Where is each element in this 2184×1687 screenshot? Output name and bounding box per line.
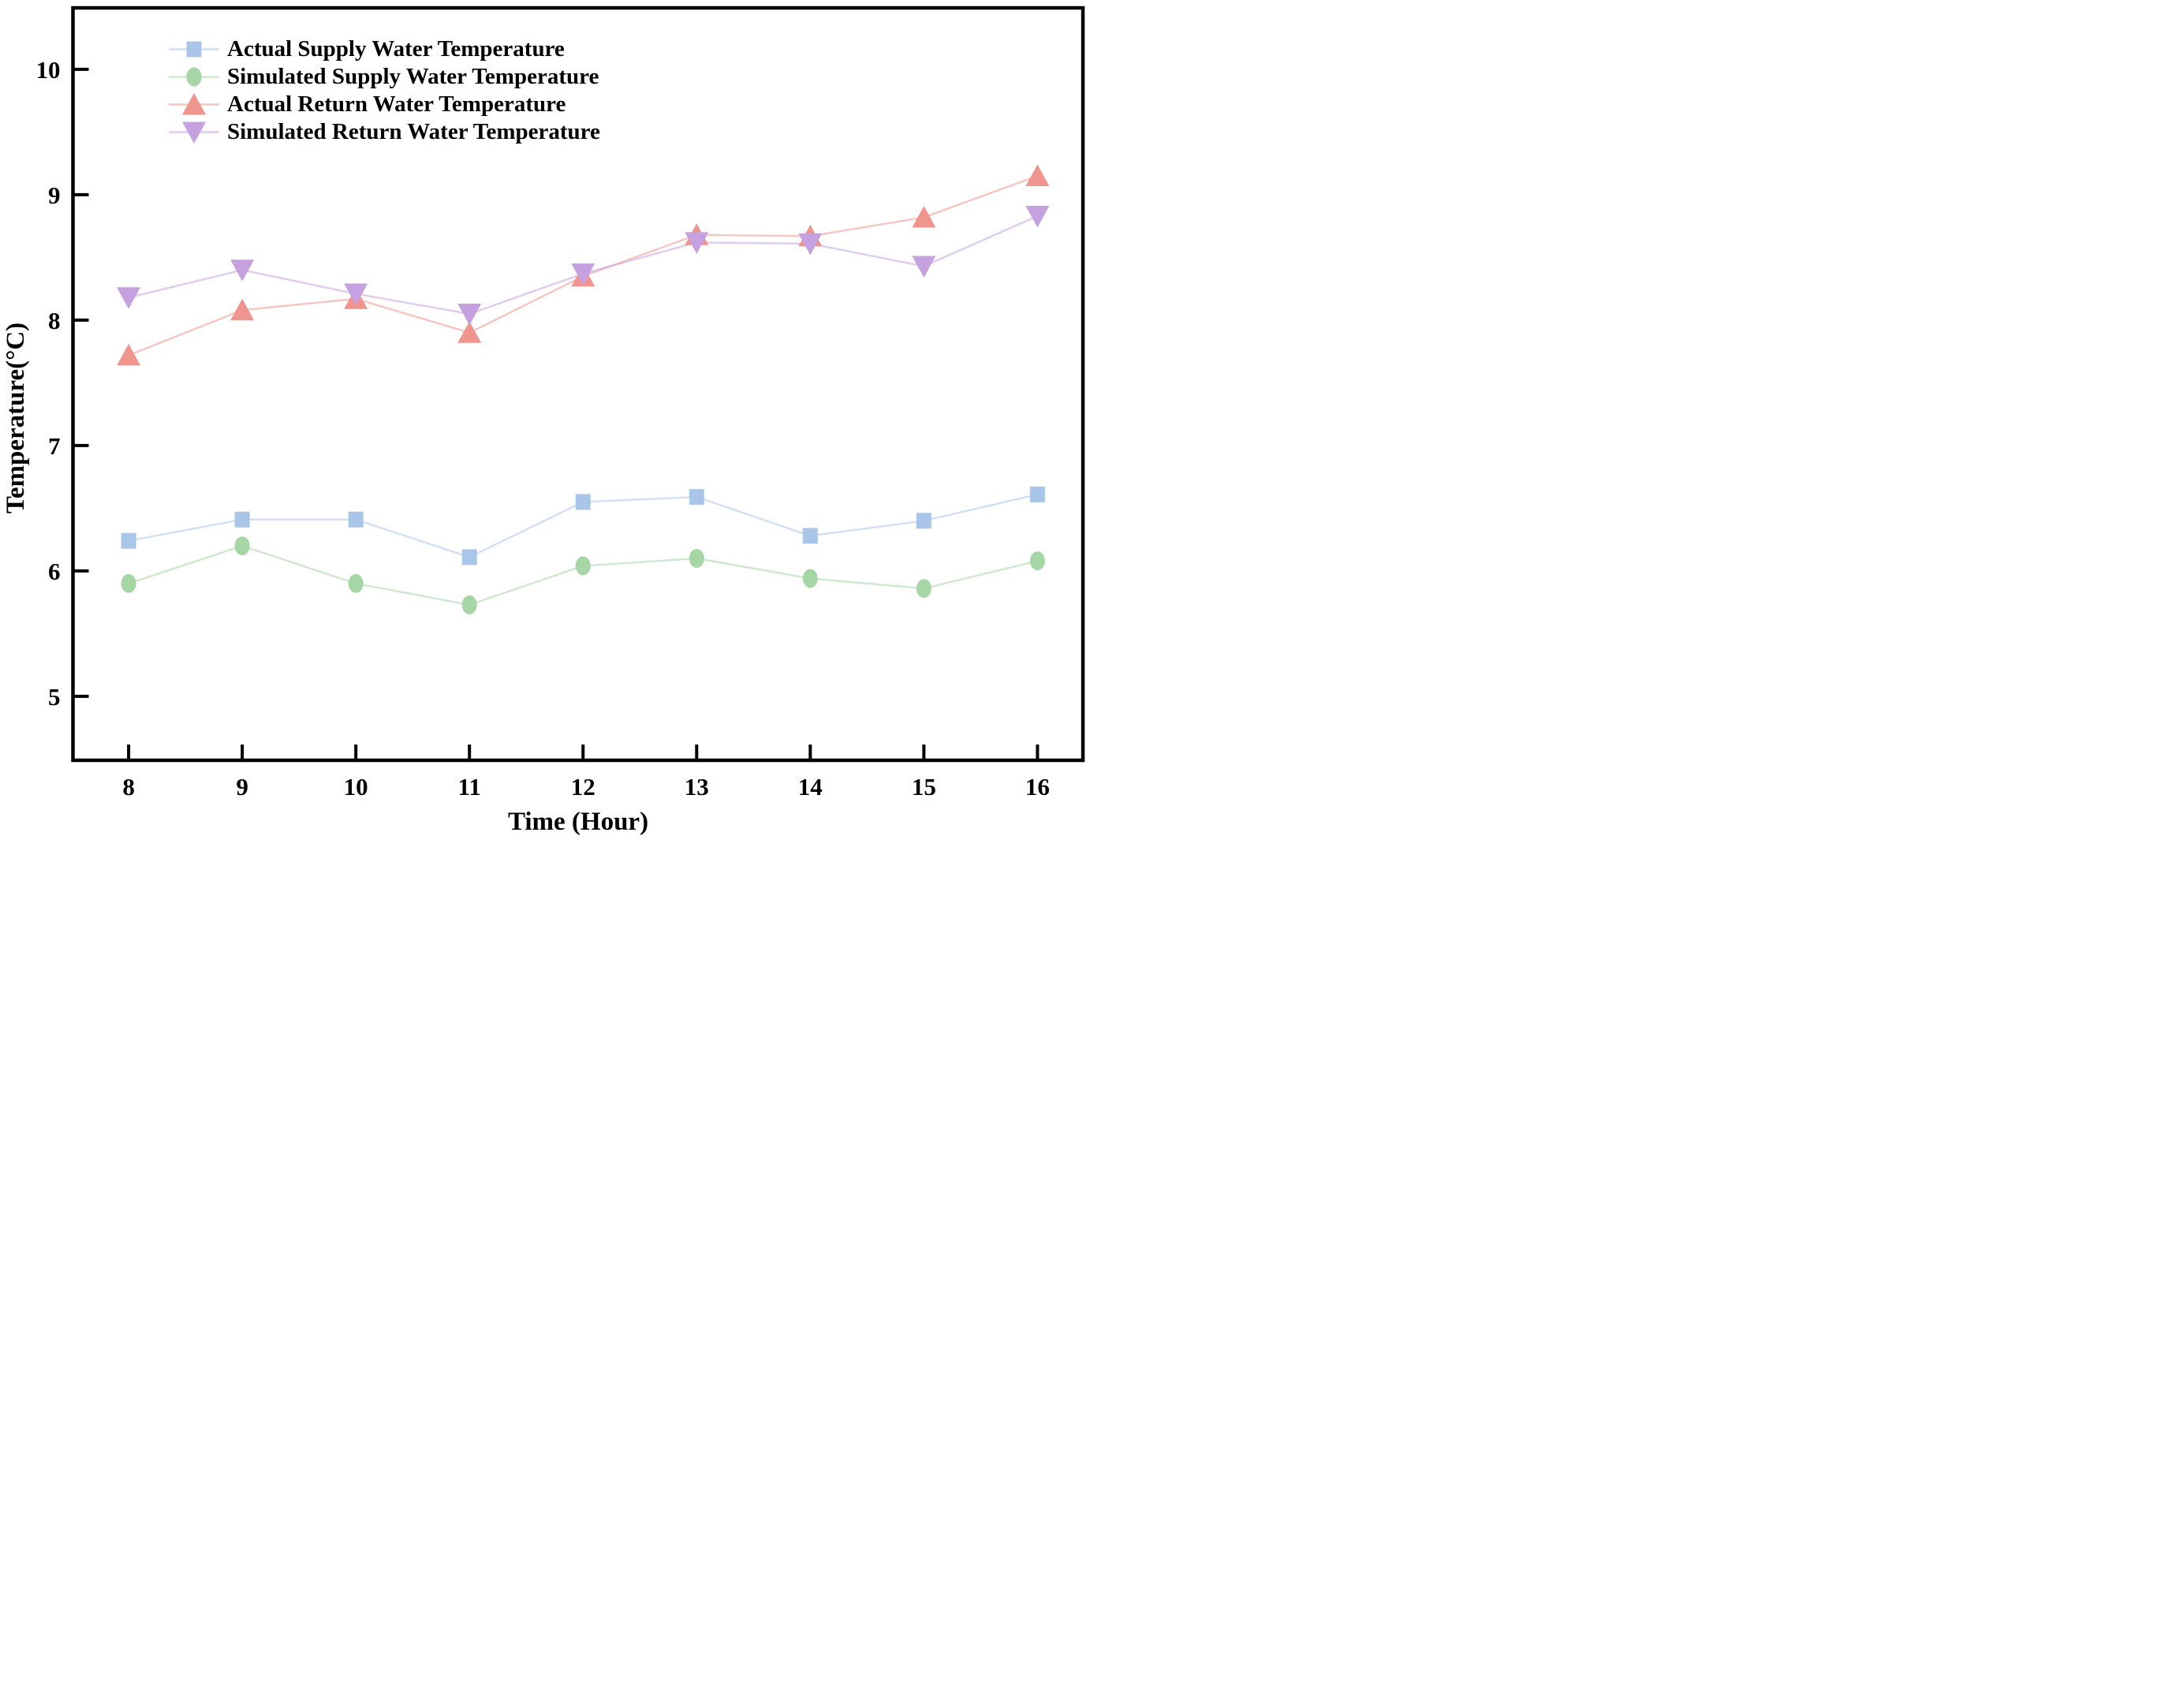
legend-item-actual-return: Actual Return Water Temperature: [168, 91, 600, 118]
x-tick-label: 11: [458, 773, 481, 801]
data-point: [121, 573, 136, 593]
data-point: [234, 511, 250, 528]
data-point: [916, 513, 931, 529]
legend-label: Actual Return Water Temperature: [227, 91, 566, 117]
legend-item-actual-supply: Actual Supply Water Temperature: [168, 35, 600, 63]
data-point: [230, 298, 255, 321]
data-point: [798, 233, 823, 256]
axis-ticks: [74, 67, 1040, 759]
legend-label: Simulated Supply Water Temperature: [227, 64, 599, 89]
y-tick-label: 8: [48, 307, 61, 334]
data-point: [457, 303, 482, 326]
data-point: [117, 343, 141, 366]
x-tick-label: 8: [122, 773, 135, 801]
x-tick-label: 14: [798, 773, 823, 801]
data-point: [121, 532, 136, 549]
data-point: [1029, 551, 1045, 571]
y-tick-label: 10: [36, 56, 61, 84]
plot-frame: [71, 6, 1085, 763]
data-point: [689, 489, 704, 506]
temperature-chart: 5 6 7 8 9 10 8 9 10 11 12 13 14 15 16 Time (Hour) Temp…: [2, 6, 1085, 836]
triangle-down-glyph: [182, 121, 206, 144]
circle-glyph: [186, 67, 202, 87]
data-point: [1025, 205, 1050, 228]
x-axis-title: Time (Hour): [508, 808, 648, 836]
y-axis-title: Temperature(°C): [2, 323, 30, 513]
x-tick-label: 13: [685, 773, 709, 801]
y-tick-label: 5: [48, 683, 61, 711]
data-point: [457, 321, 482, 343]
legend-label: Simulated Return Water Temperature: [227, 119, 600, 144]
triangle-down-marker-icon: [169, 121, 219, 144]
data-point: [348, 573, 364, 593]
data-point: [461, 595, 477, 614]
data-point: [571, 263, 595, 286]
x-tick-label: 15: [912, 773, 936, 801]
legend-item-simulated-supply: Simulated Supply Water Temperature: [168, 63, 600, 91]
data-point: [575, 494, 591, 510]
data-point: [348, 511, 364, 528]
x-tick-label: 10: [344, 773, 368, 801]
data-point: [234, 536, 250, 556]
data-point: [1025, 164, 1050, 187]
data-point: [916, 579, 931, 599]
x-tick-label: 12: [571, 773, 595, 801]
legend: Actual Supply Water Temperature Simulate…: [168, 35, 600, 146]
circle-marker-icon: [169, 67, 219, 87]
data-point: [912, 256, 936, 278]
legend-item-simulated-return: Simulated Return Water Temperature: [168, 118, 600, 146]
y-tick-label: 7: [48, 432, 61, 460]
x-tick-label: 9: [236, 773, 248, 801]
data-point: [575, 556, 591, 576]
y-tick-label: 6: [48, 558, 61, 585]
square-marker-icon: [169, 41, 219, 58]
data-point: [230, 259, 255, 282]
data-point: [461, 549, 477, 565]
square-glyph: [186, 41, 202, 58]
data-point: [802, 528, 818, 544]
plot-border: [71, 6, 1085, 763]
triangle-up-marker-icon: [169, 93, 219, 115]
triangle-up-glyph: [182, 93, 206, 115]
data-point: [685, 232, 709, 254]
data-point: [1029, 486, 1045, 502]
data-point: [117, 287, 141, 309]
x-tick-label: 16: [1025, 773, 1050, 801]
legend-label: Actual Supply Water Temperature: [227, 36, 565, 62]
chart-figure: 5 6 7 8 9 10 8 9 10 11 12 13 14 15 16 Time (Hour) Temp…: [0, 0, 1092, 844]
data-point: [912, 206, 936, 228]
axis-tick-labels: 5 6 7 8 9 10 8 9 10 11 12 13 14 15 16: [36, 56, 1050, 801]
data-point: [689, 549, 704, 569]
data-point: [344, 283, 368, 306]
y-tick-label: 9: [48, 181, 61, 209]
data-series: [117, 164, 1050, 614]
data-point: [802, 569, 818, 588]
